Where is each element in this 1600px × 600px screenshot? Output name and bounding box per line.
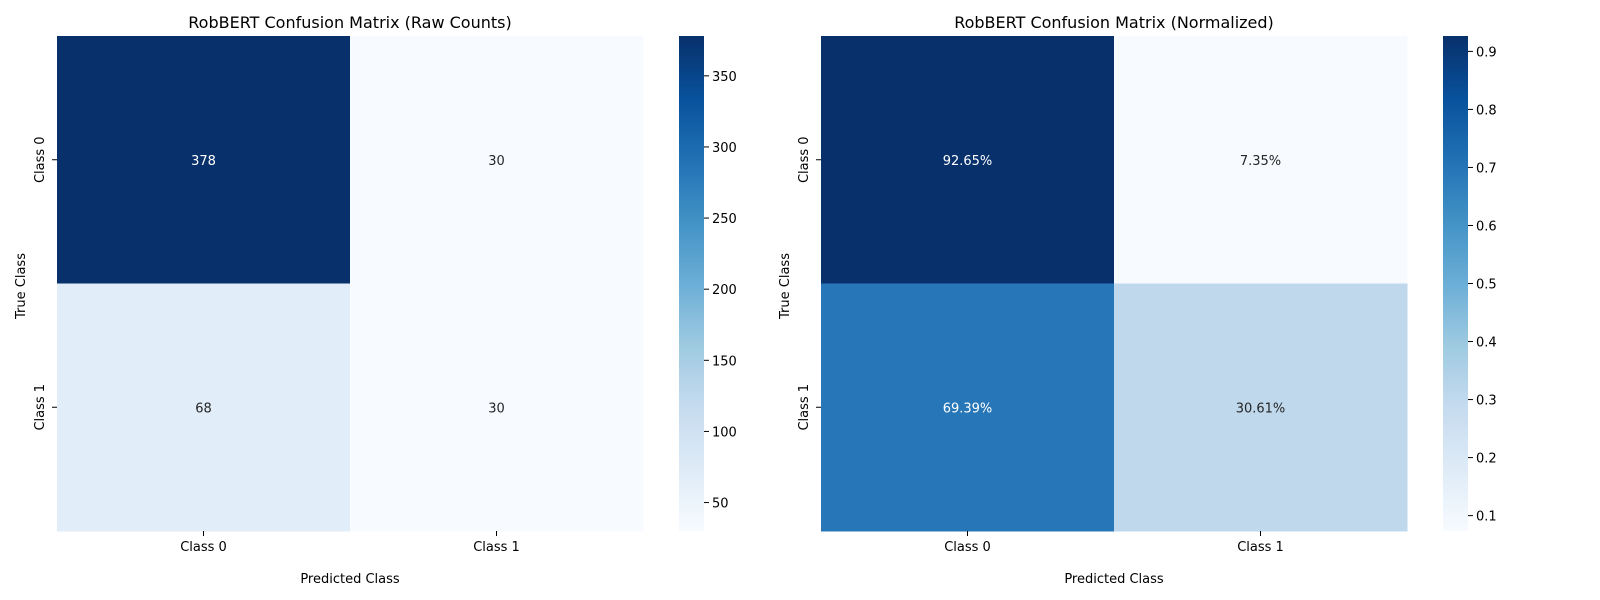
colorbar-tick-label: 0.2: [1476, 452, 1497, 467]
heatmap-cells: 378 30 68 30: [57, 36, 644, 532]
confusion-matrix-raw: RobBERT Confusion Matrix (Raw Counts) 37…: [14, 13, 737, 587]
colorbar-tick-label: 0.3: [1476, 394, 1497, 409]
colorbar-tick-label: 0.7: [1476, 161, 1497, 176]
heatmap-cells: 92.65% 7.35% 69.39% 30.61%: [821, 36, 1408, 532]
cell-value-label: 92.65%: [943, 154, 993, 169]
x-tick-label: Class 1: [473, 540, 520, 555]
colorbar-tick-label: 150: [712, 354, 737, 369]
colorbar-gradient: [1443, 36, 1468, 531]
heatmap-cell: [821, 36, 1115, 284]
colorbar-tick-label: 0.5: [1476, 278, 1497, 293]
heatmap-cell: [350, 36, 644, 284]
x-tick-label: Class 0: [180, 540, 227, 555]
x-axis-label: Predicted Class: [300, 572, 400, 587]
heatmap-cell: [821, 283, 1115, 532]
cell-value-label: 30: [488, 154, 505, 169]
chart-title: RobBERT Confusion Matrix (Raw Counts): [188, 13, 511, 32]
heatmap-cell: [350, 283, 644, 532]
heatmap-cell: [1114, 36, 1408, 284]
colorbar-gradient: [679, 36, 704, 531]
cell-value-label: 7.35%: [1240, 154, 1281, 169]
cell-value-label: 378: [191, 154, 216, 169]
cell-value-label: 30.61%: [1236, 401, 1286, 416]
x-tick-label: Class 1: [1237, 540, 1284, 555]
y-tick-label: Class 0: [33, 136, 48, 183]
heatmap-cell: [57, 283, 351, 532]
y-tick-label: Class 0: [797, 136, 812, 183]
heatmap-cell: [1114, 283, 1408, 532]
colorbar-tick-label: 300: [712, 141, 737, 156]
axis-ticks: Class 0 Class 1 Class 0 Class 1: [797, 136, 1284, 555]
axis-ticks: Class 0 Class 1 Class 0 Class 1: [33, 136, 520, 555]
y-axis-label: True Class: [14, 253, 29, 320]
y-tick-label: Class 1: [797, 384, 812, 431]
x-axis-label: Predicted Class: [1064, 572, 1164, 587]
colorbar-tick-label: 0.1: [1476, 510, 1497, 525]
colorbar: 0.1 0.2 0.3 0.4 0.5 0.6 0.7 0.8 0.9: [1443, 36, 1497, 531]
confusion-matrix-normalized: RobBERT Confusion Matrix (Normalized) 92…: [778, 13, 1497, 587]
colorbar-tick-label: 100: [712, 425, 737, 440]
heatmap-cell: [57, 36, 351, 284]
y-axis-label: True Class: [778, 253, 793, 320]
colorbar-tick-label: 50: [712, 497, 729, 512]
cell-value-label: 30: [488, 401, 505, 416]
colorbar-tick-label: 0.4: [1476, 336, 1497, 351]
colorbar-tick-label: 0.6: [1476, 219, 1497, 234]
colorbar: 50 100 150 200 250 300 350: [679, 36, 737, 531]
colorbar-tick-label: 0.8: [1476, 103, 1497, 118]
cell-value-label: 68: [195, 401, 212, 416]
y-tick-label: Class 1: [33, 384, 48, 431]
colorbar-tick-label: 350: [712, 70, 737, 85]
x-tick-label: Class 0: [944, 540, 991, 555]
chart-title: RobBERT Confusion Matrix (Normalized): [954, 13, 1274, 32]
cell-value-label: 69.39%: [943, 401, 993, 416]
colorbar-tick-label: 250: [712, 212, 737, 227]
colorbar-tick-label: 0.9: [1476, 45, 1497, 60]
colorbar-tick-label: 200: [712, 283, 737, 298]
